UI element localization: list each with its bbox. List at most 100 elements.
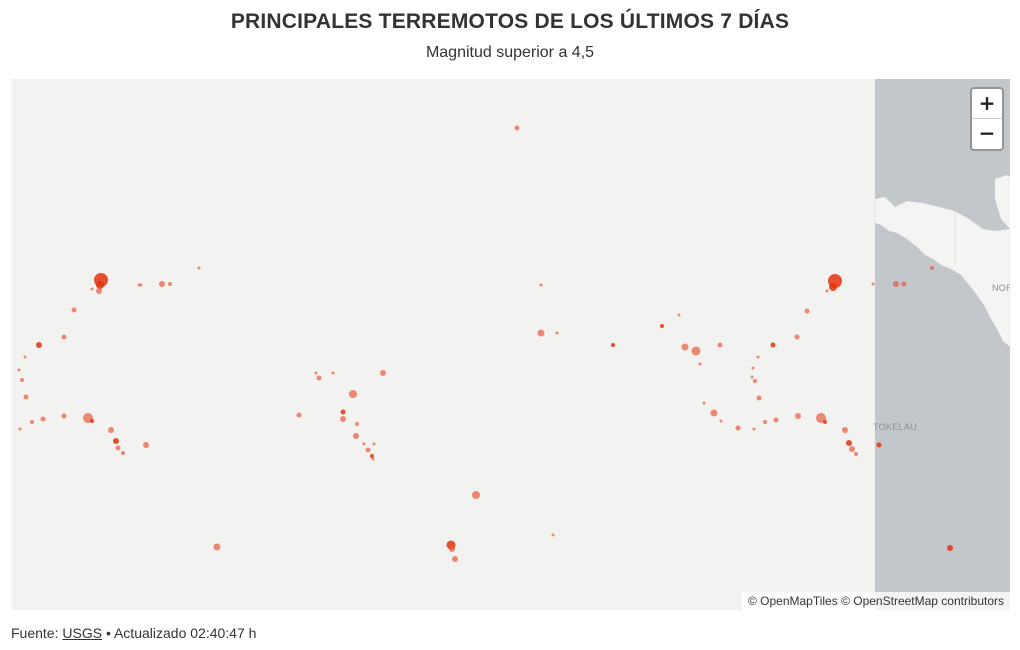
zoom-control: + − (970, 87, 1004, 151)
earthquake-marker[interactable] (353, 433, 359, 439)
earthquake-marker[interactable] (871, 282, 875, 286)
earthquake-marker[interactable] (611, 343, 615, 347)
earthquake-marker[interactable] (756, 355, 760, 359)
earthquake-marker[interactable] (355, 422, 359, 426)
earthquake-marker[interactable] (139, 283, 143, 287)
earthquake-marker[interactable] (893, 281, 899, 287)
earthquake-marker[interactable] (71, 307, 77, 313)
earthquake-marker[interactable] (61, 413, 67, 419)
earthquake-marker[interactable] (677, 313, 681, 317)
earthquake-marker[interactable] (449, 546, 455, 552)
earthquake-marker[interactable] (36, 342, 42, 348)
earthquake-marker[interactable] (763, 420, 767, 424)
earthquake-marker[interactable] (816, 413, 826, 423)
alaska-landmass (874, 196, 1010, 348)
attribution-openmaptiles[interactable]: © OpenMapTiles (747, 594, 838, 608)
earthquake-marker[interactable] (213, 543, 221, 551)
earthquake-marker[interactable] (362, 442, 366, 446)
earthquake-marker[interactable] (96, 288, 102, 294)
earthquake-marker[interactable] (849, 446, 855, 452)
earthquake-marker[interactable] (380, 370, 386, 376)
earthquake-marker[interactable] (717, 342, 723, 348)
earthquake-marker[interactable] (316, 375, 322, 381)
earthquake-marker[interactable] (340, 409, 346, 415)
earthquake-marker[interactable] (20, 378, 24, 382)
earthquake-marker[interactable] (113, 438, 119, 444)
earthquake-marker[interactable] (702, 401, 706, 405)
map-attribution: © OpenMapTiles © OpenStreetMap contribut… (741, 592, 1010, 610)
earthquake-marker[interactable] (829, 283, 837, 291)
earthquake-marker[interactable] (372, 442, 376, 446)
earthquake-marker[interactable] (90, 287, 94, 291)
footer: Fuente: USGS • Actualizado 02:40:47 h (11, 625, 256, 641)
earthquake-marker[interactable] (752, 427, 756, 431)
earthquake-marker[interactable] (854, 452, 858, 456)
earthquake-marker[interactable] (23, 355, 27, 359)
earthquake-marker[interactable] (23, 394, 29, 400)
earthquake-marker[interactable] (143, 442, 149, 448)
earthquake-marker[interactable] (876, 442, 882, 448)
earthquake-marker[interactable] (340, 416, 346, 422)
earthquake-marker[interactable] (846, 440, 852, 446)
earthquake-marker[interactable] (710, 409, 718, 417)
earthquake-marker[interactable] (40, 416, 46, 422)
source-link[interactable]: USGS (62, 625, 103, 641)
map-canvas[interactable] (11, 79, 1010, 610)
earthquake-marker[interactable] (551, 533, 555, 537)
earthquake-marker[interactable] (901, 281, 907, 287)
earthquake-marker[interactable] (61, 334, 67, 340)
earthquake-marker[interactable] (930, 266, 934, 270)
earthquake-marker[interactable] (804, 308, 810, 314)
island (998, 185, 1007, 197)
label-north: NORT (992, 283, 1010, 293)
earthquake-marker[interactable] (18, 427, 22, 431)
earthquake-marker[interactable] (168, 282, 172, 286)
earthquake-marker[interactable] (452, 556, 458, 562)
earthquake-marker[interactable] (825, 289, 829, 293)
source-prefix: Fuente: (11, 625, 59, 641)
earthquake-marker[interactable] (753, 379, 757, 383)
earthquake-marker[interactable] (159, 281, 165, 287)
earthquake-map[interactable]: TOKELAU NORT + − © OpenMapTiles © OpenSt… (11, 79, 1010, 610)
earthquake-marker[interactable] (30, 420, 34, 424)
earthquake-marker[interactable] (96, 281, 104, 289)
earthquake-marker[interactable] (555, 331, 559, 335)
earthquake-marker[interactable] (197, 266, 201, 270)
earthquake-marker[interactable] (770, 342, 776, 348)
earthquake-marker[interactable] (121, 451, 125, 455)
earthquake-marker[interactable] (719, 419, 723, 423)
earthquake-marker[interactable] (115, 445, 121, 451)
earthquake-marker[interactable] (698, 362, 702, 366)
earthquake-marker[interactable] (371, 457, 375, 461)
earthquake-marker[interactable] (794, 334, 800, 340)
earthquake-marker[interactable] (795, 413, 801, 419)
earthquake-marker[interactable] (17, 368, 21, 372)
earthquake-marker[interactable] (365, 447, 371, 453)
earthquake-marker[interactable] (842, 427, 848, 433)
earthquake-marker[interactable] (314, 371, 318, 375)
earthquake-marker[interactable] (108, 427, 114, 433)
earthquake-marker[interactable] (370, 454, 374, 458)
earthquake-marker[interactable] (331, 371, 335, 375)
updated-text: • Actualizado 02:40:47 h (105, 625, 257, 641)
earthquake-marker[interactable] (539, 283, 543, 287)
zoom-in-button[interactable]: + (972, 89, 1002, 119)
earthquake-marker[interactable] (660, 324, 664, 328)
earthquake-marker[interactable] (823, 420, 827, 424)
earthquake-marker[interactable] (472, 491, 480, 499)
earthquake-marker[interactable] (296, 412, 302, 418)
attribution-osm[interactable]: © OpenStreetMap contributors (841, 594, 1004, 608)
earthquake-marker[interactable] (947, 545, 953, 551)
earthquake-marker[interactable] (750, 375, 754, 379)
earthquake-marker[interactable] (537, 329, 545, 337)
earthquake-marker[interactable] (514, 125, 520, 131)
earthquake-marker[interactable] (756, 395, 762, 401)
earthquake-marker[interactable] (691, 346, 701, 356)
earthquake-marker[interactable] (90, 419, 94, 423)
earthquake-marker[interactable] (681, 343, 689, 351)
earthquake-marker[interactable] (773, 417, 779, 423)
earthquake-marker[interactable] (349, 390, 357, 398)
earthquake-marker[interactable] (751, 366, 755, 370)
earthquake-marker[interactable] (735, 425, 741, 431)
zoom-out-button[interactable]: − (978, 121, 996, 145)
